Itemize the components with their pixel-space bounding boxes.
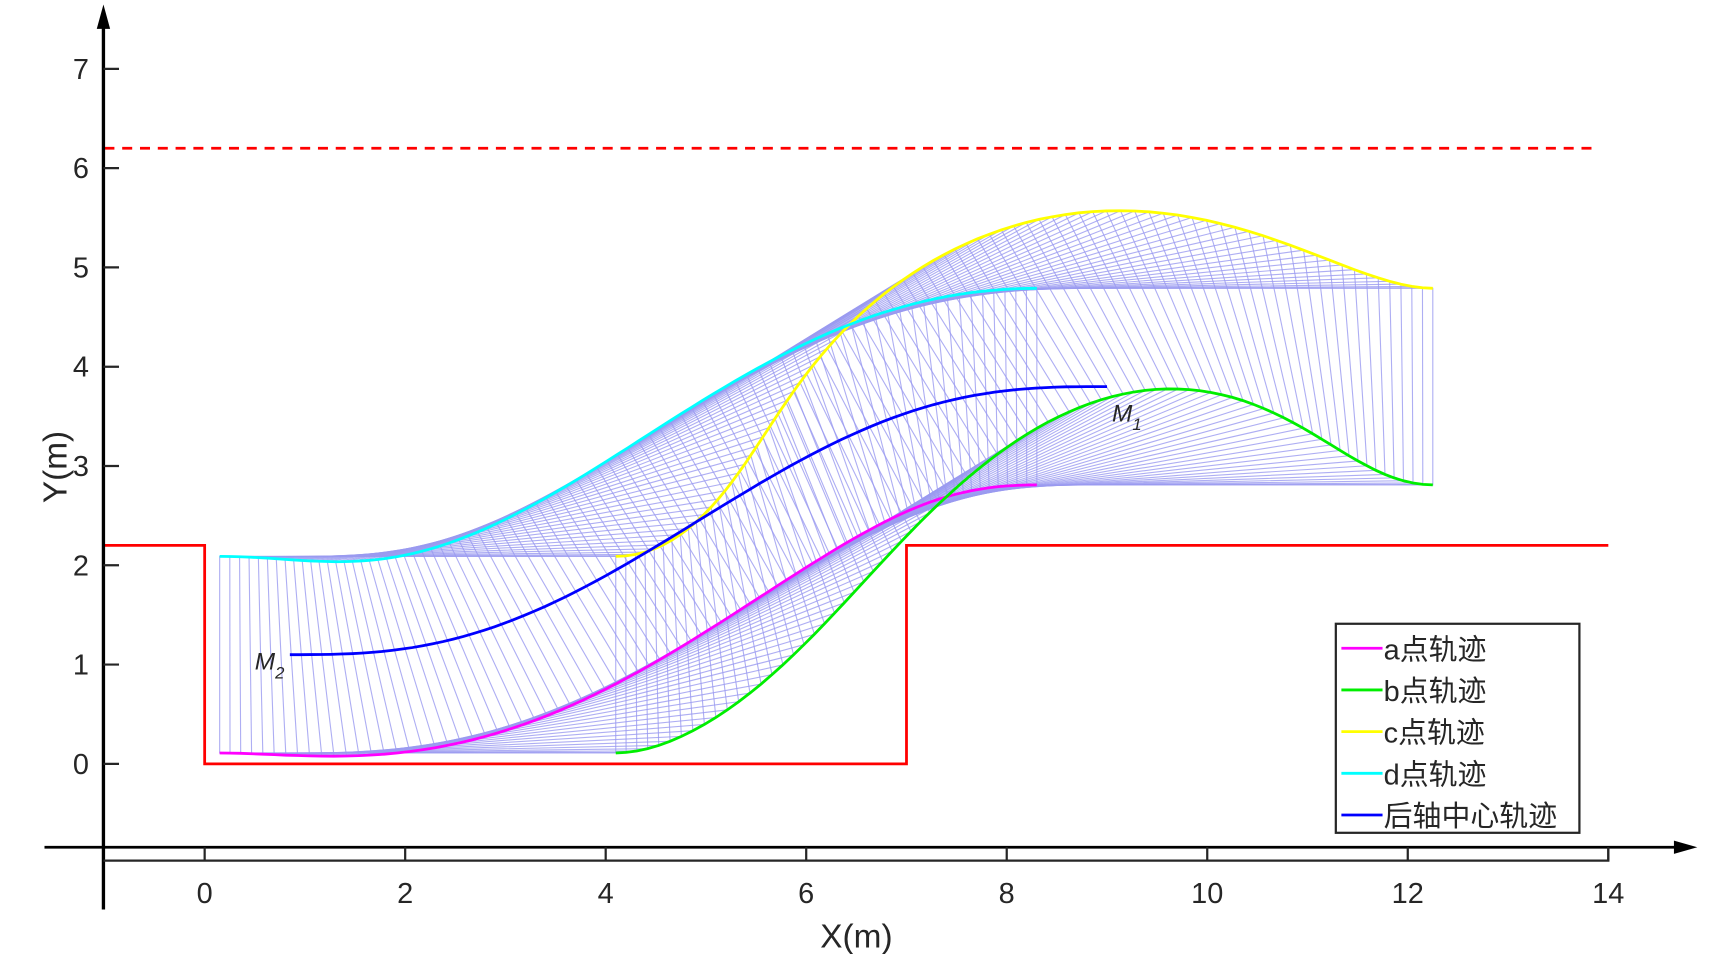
y-tick-label: 4 [73,352,89,384]
legend-label: 后轴中心轨迹 [1384,801,1557,833]
legend-label: c点轨迹 [1384,718,1485,750]
y-tick-label: 2 [73,550,89,582]
x-tick-label: 10 [1191,878,1223,910]
trajectories [219,209,1433,758]
legend-box [1334,622,1581,834]
legend-label: d点轨迹 [1384,759,1487,791]
vehicle-outline [248,551,649,755]
y-tick-label: 5 [73,252,89,284]
x-tick-label: 14 [1592,878,1624,910]
d-point-trace [219,286,1037,564]
vehicle-outline [970,273,1377,490]
vehicle-outline [343,481,773,755]
x-axis-label: X(m) [820,918,892,954]
x-tick-label: 6 [798,878,814,910]
point-label: M1 [1112,400,1142,434]
legend-label: b点轨迹 [1384,676,1487,708]
vehicle-outline [946,264,1359,494]
x-axis-arrow [1673,840,1698,854]
vehicle-envelope [219,209,1434,757]
legend-label: a点轨迹 [1384,634,1487,666]
x-tick-label: 0 [197,878,213,910]
parking-boundary [104,146,1609,766]
c-point-trace [615,209,1433,558]
y-tick-label: 0 [73,749,89,781]
y-axis-arrow [96,4,111,29]
vehicle-outline [745,210,1190,554]
b-point-trace [615,387,1433,755]
a-point-trace [219,483,1037,758]
y-tick-label: 7 [73,54,89,86]
y-tick-label: 1 [73,650,89,682]
vehicle-outline [310,513,728,757]
vehicle-outline [515,315,960,685]
x-tick-label: 4 [598,878,614,910]
rear-axle-center-trace [289,385,1108,657]
boundary-line [104,543,1609,766]
x-tick-label: 8 [999,878,1015,910]
y-axis-label: Y(m) [38,431,75,503]
x-frame [103,847,1610,862]
x-tick-label: 12 [1392,878,1424,910]
y-tick-label: 6 [73,153,89,185]
x-tick-label: 2 [397,878,413,910]
y-tick-label: 3 [73,451,89,483]
